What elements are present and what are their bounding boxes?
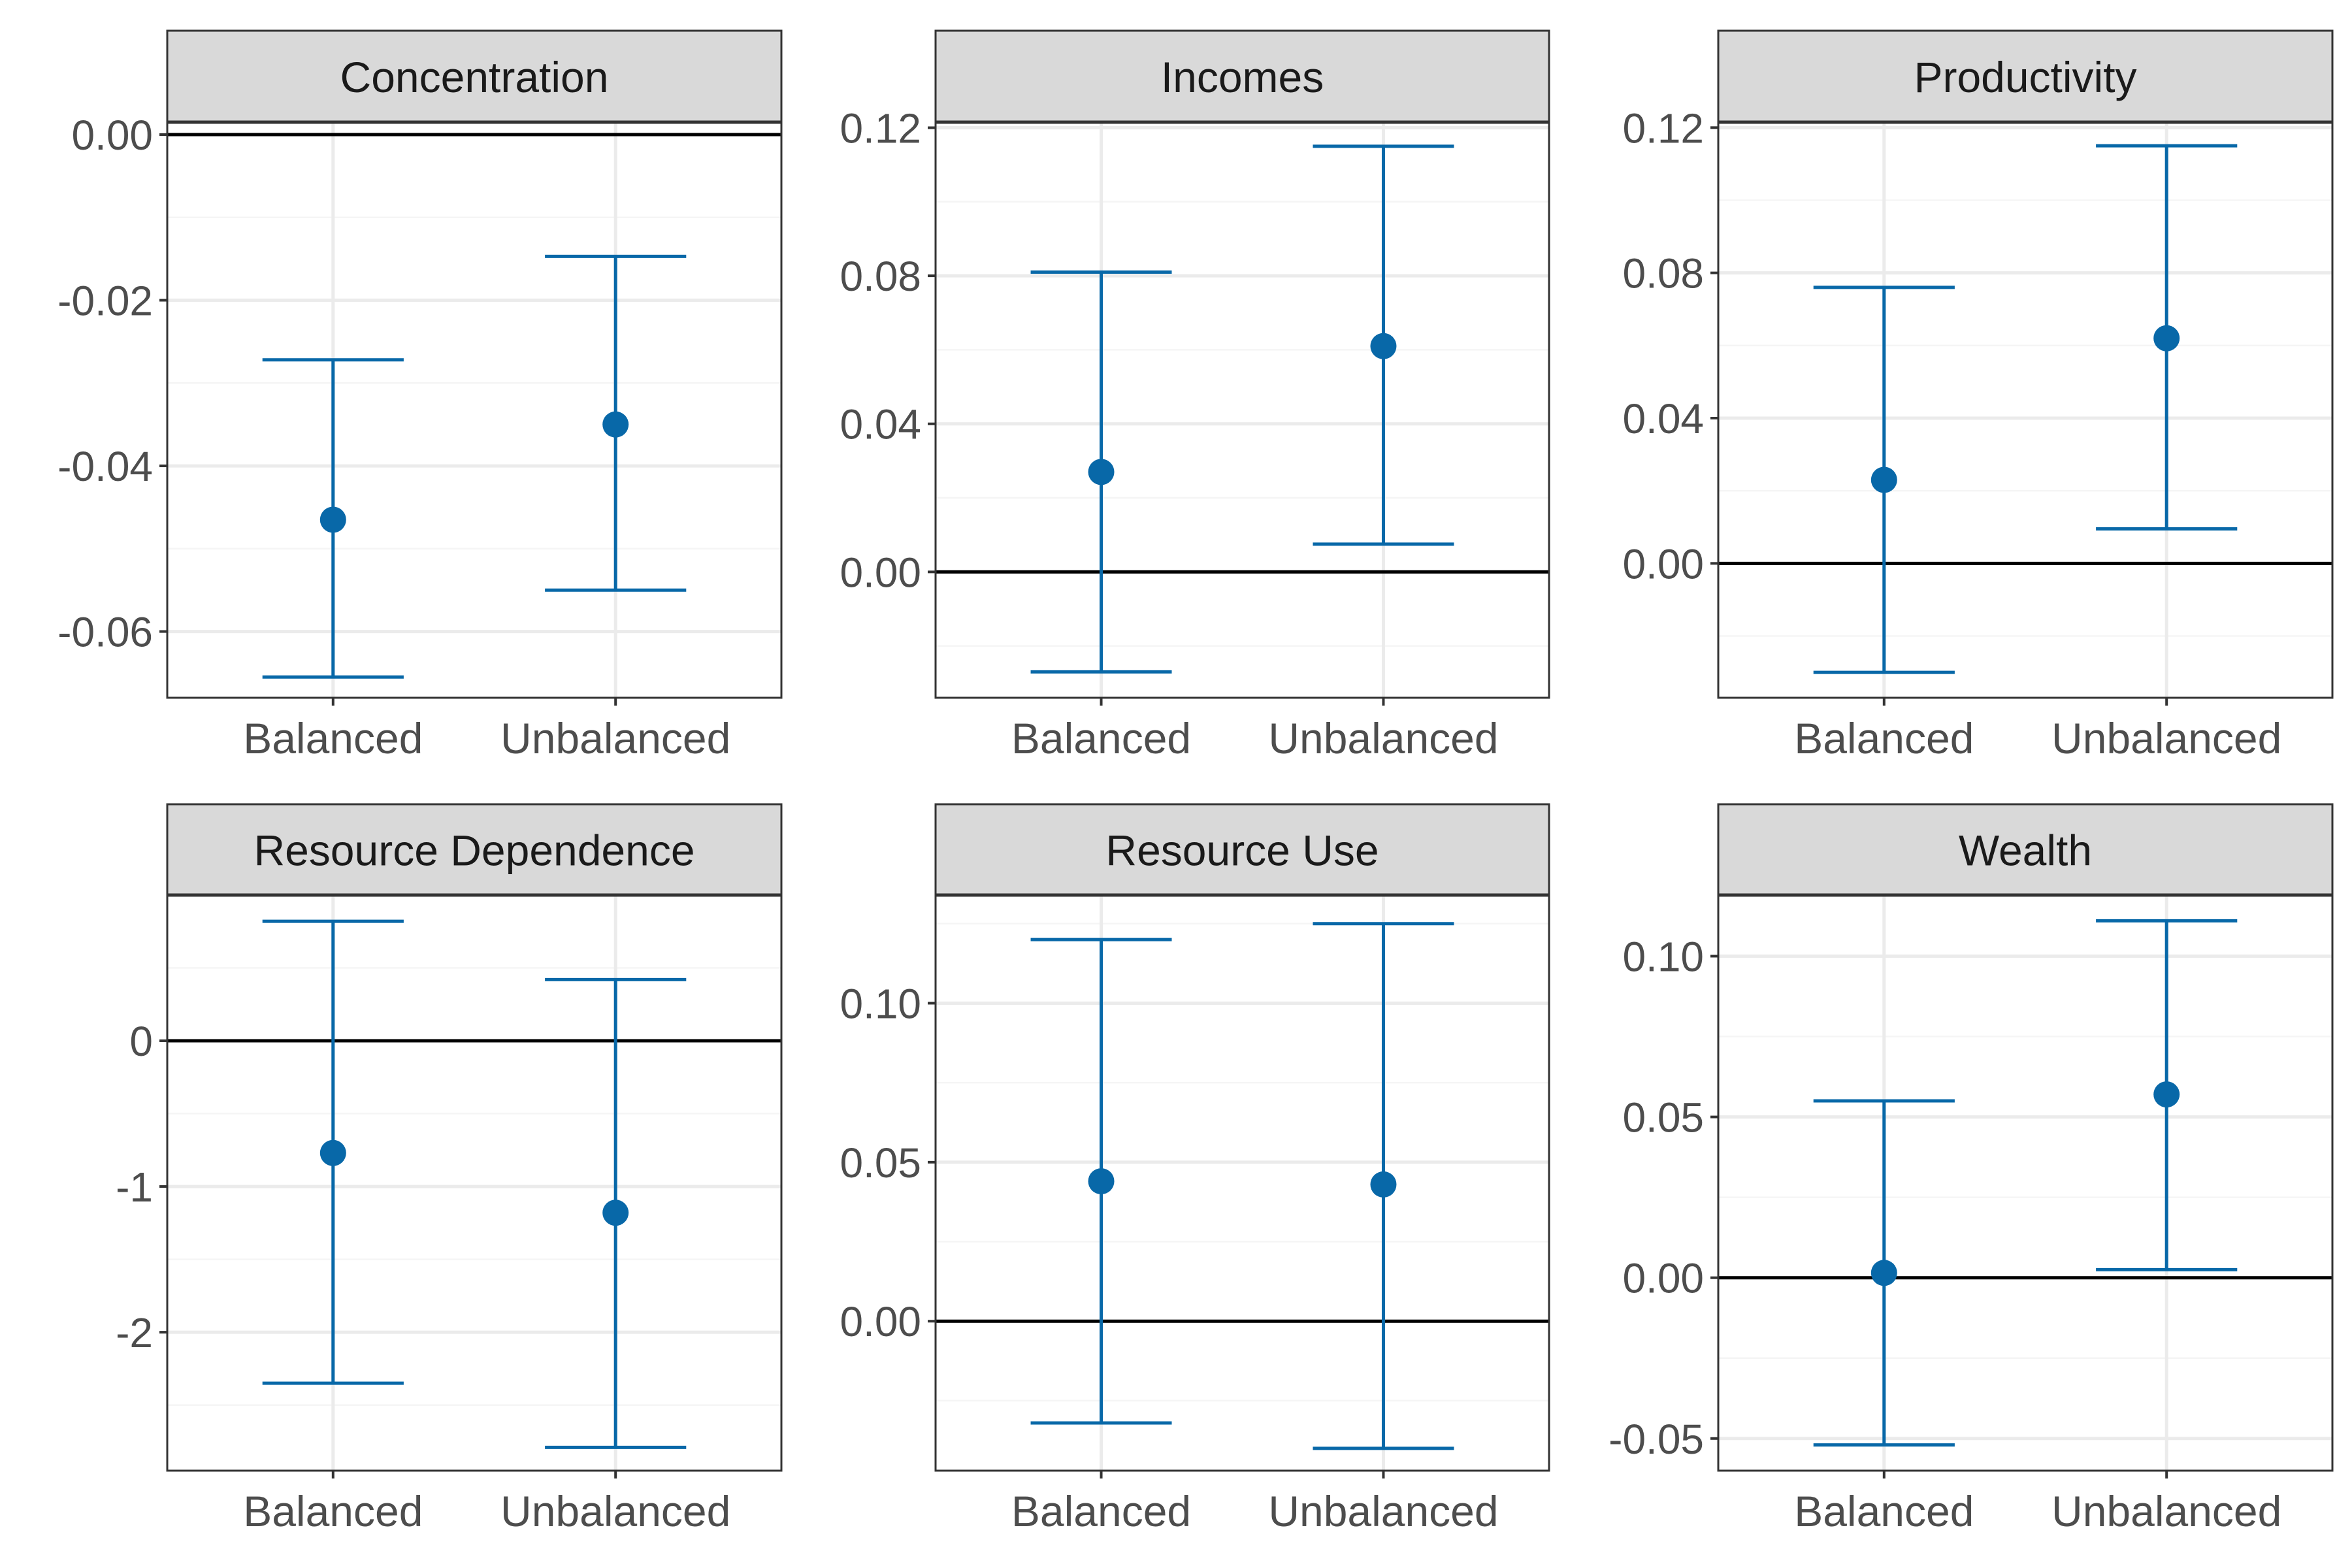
facet-panel: Resource Use 0.00 0.05 0.10 Balanced Unbalanc… (840, 803, 1550, 1535)
y-tick-label: -0.05 (1609, 1416, 1704, 1463)
y-tick-label: -0.02 (57, 278, 153, 325)
facet-title: Productivity (1914, 53, 2136, 101)
x-tick-label: Unbalanced (500, 714, 730, 762)
y-tick-label: 0.12 (840, 105, 921, 152)
y-tick-label: 0.04 (1622, 395, 1704, 442)
estimate-point (1088, 459, 1115, 485)
y-tick-label: 0.00 (1622, 540, 1704, 587)
y-tick-label: 0.00 (840, 1298, 921, 1345)
facet-title: Resource Use (1105, 826, 1379, 875)
panel-background (1718, 122, 2332, 698)
x-tick-label: Unbalanced (1268, 1487, 1498, 1535)
y-tick-label: 0.10 (1622, 934, 1704, 981)
facet-strip (934, 803, 1550, 896)
y-tick-label: 0.00 (1622, 1255, 1704, 1302)
y-tick-label: 0.08 (1622, 250, 1704, 297)
facet-panel: Wealth 0.10 0.05 0.00 -0.05 Balanced Unbalance… (1609, 803, 2334, 1535)
y-tick-label: 0.05 (1622, 1094, 1704, 1141)
y-tick-label: -2 (116, 1309, 153, 1356)
facet-strip (166, 29, 783, 123)
y-tick-label: 0 (129, 1018, 153, 1065)
facet-strip (1717, 29, 2334, 123)
estimate-point (602, 1200, 629, 1226)
x-tick-label: Balanced (1794, 714, 1974, 762)
estimate-point (319, 1139, 346, 1166)
x-tick-label: Unbalanced (2051, 714, 2281, 762)
y-tick-label: -0.04 (57, 443, 153, 490)
estimate-point (319, 506, 346, 533)
x-tick-label: Unbalanced (500, 1487, 730, 1535)
facet-panel: Incomes 0.00 0.04 0.08 0.12 Balanced Unbalance… (840, 29, 1550, 762)
panel-background (936, 122, 1549, 698)
x-tick-label: Unbalanced (1268, 714, 1498, 762)
y-tick-label: 0.10 (840, 980, 921, 1027)
x-tick-label: Balanced (243, 714, 423, 762)
y-tick-label: 0.12 (1622, 105, 1704, 152)
x-tick-label: Balanced (1794, 1487, 1974, 1535)
y-tick-label: 0.00 (840, 549, 921, 596)
x-tick-label: Unbalanced (2051, 1487, 2281, 1535)
x-tick-label: Balanced (243, 1487, 423, 1535)
facet-panel: Resource Dependence 0 -1 -2 Balanced Unbalanc… (116, 803, 783, 1535)
y-tick-label: 0.00 (71, 112, 153, 159)
estimate-point (2153, 325, 2180, 351)
estimate-point (1088, 1168, 1115, 1195)
panel-background (936, 895, 1549, 1471)
facet-strip (934, 29, 1550, 123)
y-tick-label: 0.08 (840, 253, 921, 300)
x-tick-label: Balanced (1011, 714, 1191, 762)
facet-title: Wealth (1959, 826, 2092, 875)
y-tick-label: 0.04 (840, 401, 921, 448)
facet-strip (1717, 803, 2334, 896)
facet-panel: Productivity 0.00 0.04 0.08 0.12 Balanced Unba… (1622, 29, 2334, 762)
estimate-point (1870, 466, 1897, 493)
y-tick-label: -1 (116, 1164, 153, 1211)
facet-title: Incomes (1161, 53, 1324, 101)
facet-panel: Concentration 0.00 -0.02 -0.04 -0.06 Balanced… (57, 29, 783, 762)
x-tick-label: Balanced (1011, 1487, 1191, 1535)
estimate-point (602, 411, 629, 438)
panel-background (1718, 895, 2332, 1471)
estimate-point (1370, 1171, 1397, 1198)
y-tick-label: 0.05 (840, 1139, 921, 1186)
panel-background (167, 122, 781, 698)
facet-title: Resource Dependence (253, 826, 694, 875)
estimate-point (1370, 333, 1397, 359)
estimate-point (1870, 1260, 1897, 1286)
y-tick-label: -0.06 (57, 609, 153, 656)
panel-background (167, 895, 781, 1471)
estimate-point (2153, 1081, 2180, 1108)
facet-title: Concentration (340, 53, 609, 101)
